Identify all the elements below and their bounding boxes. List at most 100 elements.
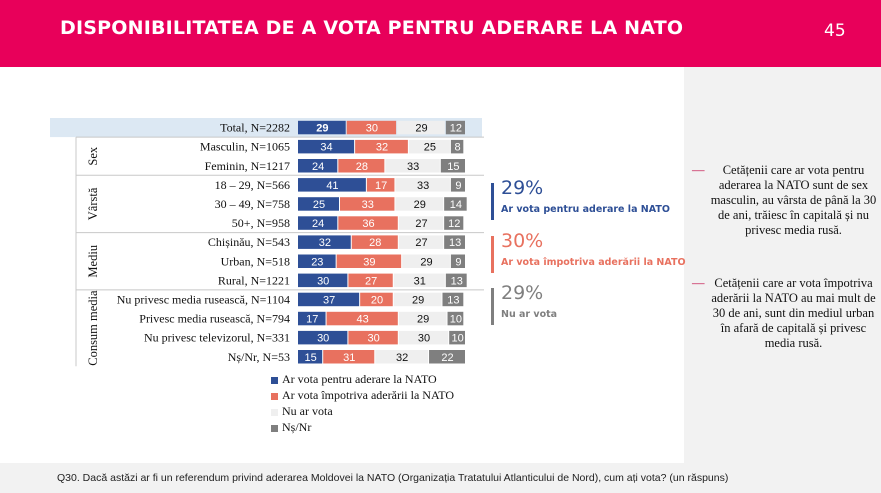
legend-label-dk: Nș/Nr <box>282 420 312 434</box>
bar-segment-against <box>351 235 398 249</box>
bar-segment-against <box>336 254 402 268</box>
legend-item-dk: Nș/Nr <box>271 420 311 435</box>
data-label-dk: 13 <box>449 237 461 249</box>
bar-segment-dk <box>440 159 465 173</box>
bar-segment-dk <box>444 216 464 230</box>
data-label-dk: 10 <box>451 333 463 345</box>
bar-segment-novote <box>397 120 445 135</box>
category-label: Rural, N=1221 <box>218 273 290 287</box>
summary-against-marker <box>491 236 494 273</box>
data-label-for: 34 <box>320 142 332 154</box>
category-label: Masculin, N=1065 <box>200 140 290 154</box>
legend-label-against: Ar vota împotriva aderării la NATO <box>282 388 455 402</box>
legend-swatch-against <box>271 392 278 400</box>
category-label: Total, N=2282 <box>220 121 290 135</box>
bar-segment-novote <box>395 197 444 211</box>
bar-segment-for <box>298 292 360 307</box>
data-label-dk: 10 <box>450 314 462 326</box>
bar-segment-novote <box>398 216 444 230</box>
legend-label-for: Ar vota pentru aderare la NATO <box>282 372 437 386</box>
data-label-against: 43 <box>357 314 369 326</box>
page-title: DISPONIBILITATEA DE A VOTA PENTRU ADERAR… <box>60 17 684 39</box>
category-label: 50+, N=958 <box>232 216 290 230</box>
category-label: Chișinău, N=543 <box>208 235 290 249</box>
data-label-against: 28 <box>356 161 368 173</box>
summary-for-pct: 29% <box>501 177 544 199</box>
bar-segment-for <box>298 216 338 230</box>
category-label: Nu privesc media rusească, N=1104 <box>117 292 290 306</box>
data-label-for: 24 <box>312 161 324 173</box>
data-label-novote: 29 <box>414 199 426 211</box>
data-label-for: 23 <box>311 256 323 268</box>
data-label-against: 39 <box>363 256 375 268</box>
data-label-novote: 32 <box>396 352 408 364</box>
data-label-for: 25 <box>313 199 325 211</box>
page-number: 45 <box>824 21 846 41</box>
data-label-novote: 27 <box>415 218 427 230</box>
data-label-dk: 12 <box>448 218 460 230</box>
data-label-for: 37 <box>323 294 335 306</box>
data-label-for: 15 <box>304 352 316 364</box>
data-label-novote: 29 <box>420 256 432 268</box>
data-label-novote: 25 <box>424 142 436 154</box>
data-label-novote: 31 <box>414 275 426 287</box>
bar-segment-against <box>326 311 398 326</box>
data-label-dk: 22 <box>441 352 453 364</box>
bar-segment-novote <box>395 178 450 192</box>
bar-segment-against <box>346 120 397 135</box>
legend-swatch-dk <box>271 424 278 432</box>
data-label-novote: 30 <box>418 333 430 345</box>
category-label: Urban, N=518 <box>221 254 290 268</box>
data-label-dk: 13 <box>451 275 463 287</box>
data-label-for: 17 <box>306 314 318 326</box>
bar-segment-against <box>360 292 393 307</box>
bar-segment-for <box>298 254 336 268</box>
bar-segment-for <box>298 350 323 364</box>
data-label-for: 29 <box>316 123 328 135</box>
bar-segment-against <box>338 159 385 173</box>
legend-label-novote: Nu ar vota <box>282 404 333 418</box>
group-label: Sex <box>86 146 100 166</box>
bar-segment-against <box>338 216 398 230</box>
bar-segment-novote <box>398 235 444 249</box>
category-label: 30 – 49, N=758 <box>215 197 290 211</box>
data-label-novote: 33 <box>407 161 419 173</box>
summary-for-label: Ar vota pentru aderare la NATO <box>501 204 670 215</box>
bar-segment-novote <box>385 159 440 173</box>
summary-against-pct: 30% <box>501 230 544 252</box>
data-label-against: 31 <box>343 352 355 364</box>
summary-novote-label: Nu ar vota <box>501 309 558 320</box>
legend-item-for: Ar vota pentru aderare la NATO <box>271 372 437 387</box>
footer: Q30. Dacă astăzi ar fi un referendum pri… <box>0 463 881 493</box>
bar-segment-dk <box>450 254 465 268</box>
bar-segment-against <box>340 197 395 211</box>
legend-swatch-for <box>271 376 278 384</box>
data-label-dk: 9 <box>455 256 461 268</box>
bar-segment-novote <box>393 273 445 288</box>
data-label-novote: 27 <box>415 237 427 249</box>
data-label-for: 41 <box>326 180 338 192</box>
legend-item-novote: Nu ar vota <box>271 404 333 419</box>
data-label-against: 30 <box>367 333 379 345</box>
bar-segment-against <box>366 178 395 192</box>
note-against-text: Cetățenii care ar vota împotriva aderări… <box>711 276 876 350</box>
bar-segment-for <box>298 120 346 135</box>
summary-against-label: Ar vota împotriva aderării la NATO <box>501 257 686 268</box>
data-label-novote: 29 <box>415 123 427 135</box>
legend-item-against: Ar vota împotriva aderării la NATO <box>271 388 454 403</box>
bar-segment-novote <box>393 292 442 307</box>
group-label: Mediu <box>86 244 100 277</box>
bar-segment-novote <box>375 350 429 364</box>
note-against: — Cetățenii care ar vota împotriva aderă… <box>692 276 877 351</box>
category-label: Feminin, N=1217 <box>205 159 290 173</box>
summary-novote-pct: 29% <box>501 282 544 304</box>
data-label-against: 27 <box>365 275 377 287</box>
bar-segment-dk <box>429 350 465 364</box>
bar-segment-against <box>348 273 393 288</box>
data-label-against: 36 <box>362 218 374 230</box>
bar-segment-for <box>298 311 326 326</box>
bar-segment-novote <box>398 330 449 345</box>
bar-segment-against <box>355 139 408 154</box>
bar-segment-dk <box>445 120 465 135</box>
